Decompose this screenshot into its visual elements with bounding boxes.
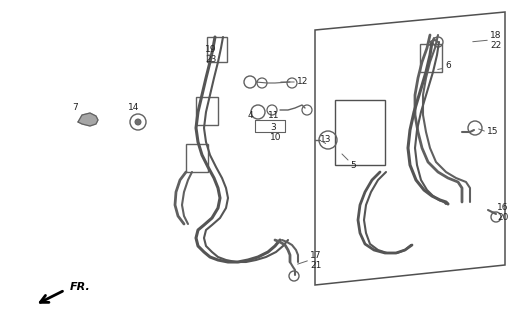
Text: 4: 4 [248,111,253,121]
Text: 16: 16 [497,203,509,212]
Text: 5: 5 [350,161,356,170]
Text: 12: 12 [297,77,308,86]
Polygon shape [78,113,98,126]
Text: 19: 19 [205,45,217,54]
Text: 6: 6 [445,60,451,69]
Text: 13: 13 [320,135,331,145]
Text: 14: 14 [128,103,139,113]
Text: 10: 10 [270,132,281,141]
Text: 18: 18 [490,30,502,39]
Text: 23: 23 [205,55,217,65]
Text: 20: 20 [497,212,509,221]
Text: 17: 17 [310,251,321,260]
Text: 3: 3 [270,124,276,132]
Circle shape [135,119,141,125]
Text: 11: 11 [268,110,279,119]
Text: 22: 22 [490,41,501,50]
Text: FR.: FR. [70,282,91,292]
Text: 7: 7 [72,103,78,113]
Text: 21: 21 [310,260,321,269]
Text: 15: 15 [487,127,499,137]
